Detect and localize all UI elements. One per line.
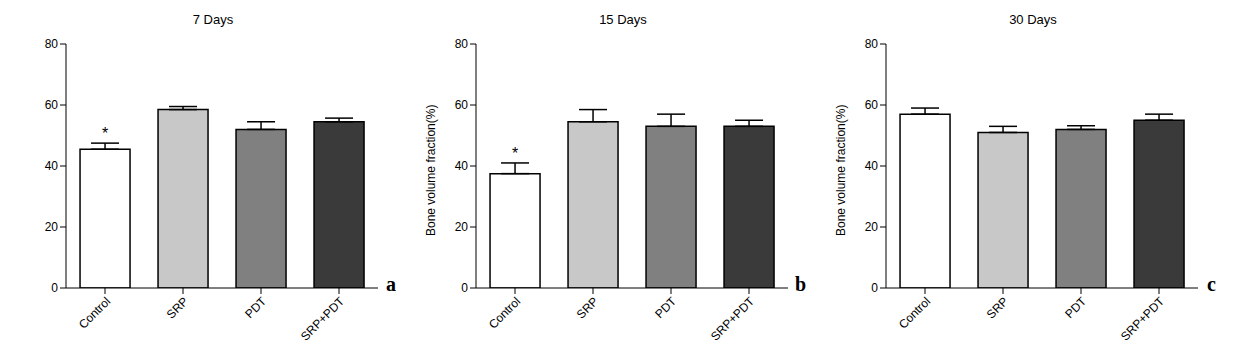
svg-text:PDT: PDT [242, 294, 269, 321]
svg-text:40: 40 [45, 159, 59, 173]
svg-text:SRP: SRP [574, 294, 601, 321]
svg-text:60: 60 [45, 98, 59, 112]
svg-text:80: 80 [865, 37, 879, 51]
svg-text:20: 20 [45, 220, 59, 234]
svg-text:PDT: PDT [1062, 294, 1089, 321]
html-text:7 Days: 7 Days [192, 12, 234, 27]
svg-text:Bone volume fraction(%): Bone volume fraction(%) [834, 105, 848, 236]
svg-text:20: 20 [865, 220, 879, 234]
svg-text:60: 60 [455, 98, 469, 112]
svg-text:SRP+PDT: SRP+PDT [708, 294, 758, 344]
svg-text:0: 0 [461, 281, 468, 295]
svg-text:Control: Control [896, 294, 933, 331]
svg-text:80: 80 [45, 37, 59, 51]
svg-text:PDT: PDT [652, 294, 679, 321]
html-text:30 Days: 30 Days [1009, 12, 1057, 27]
svg-text:Control: Control [76, 294, 113, 331]
svg-text:20: 20 [455, 220, 469, 234]
html-text:a: a [386, 273, 396, 295]
html-text:15 Days: 15 Days [599, 12, 647, 27]
svg-text:40: 40 [455, 159, 469, 173]
svg-text:SRP: SRP [984, 294, 1011, 321]
svg-text:SRP+PDT: SRP+PDT [298, 294, 348, 344]
svg-text:Bone volume fraction(%): Bone volume fraction(%) [424, 105, 438, 236]
svg-text:*: * [102, 125, 108, 142]
svg-text:0: 0 [51, 281, 58, 295]
svg-text:80: 80 [455, 37, 469, 51]
svg-text:0: 0 [871, 281, 878, 295]
html-text:b: b [794, 273, 806, 295]
html-text:c: c [1207, 273, 1216, 295]
svg-text:*: * [512, 145, 518, 162]
svg-text:60: 60 [865, 98, 879, 112]
svg-text:40: 40 [865, 159, 879, 173]
svg-text:SRP: SRP [164, 294, 191, 321]
svg-text:Control: Control [486, 294, 523, 331]
svg-text:SRP+PDT: SRP+PDT [1118, 294, 1168, 344]
